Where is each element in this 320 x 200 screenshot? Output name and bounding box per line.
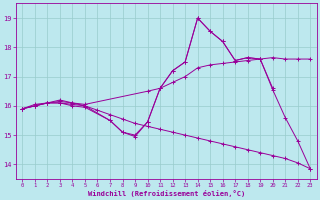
X-axis label: Windchill (Refroidissement éolien,°C): Windchill (Refroidissement éolien,°C) [88, 190, 245, 197]
